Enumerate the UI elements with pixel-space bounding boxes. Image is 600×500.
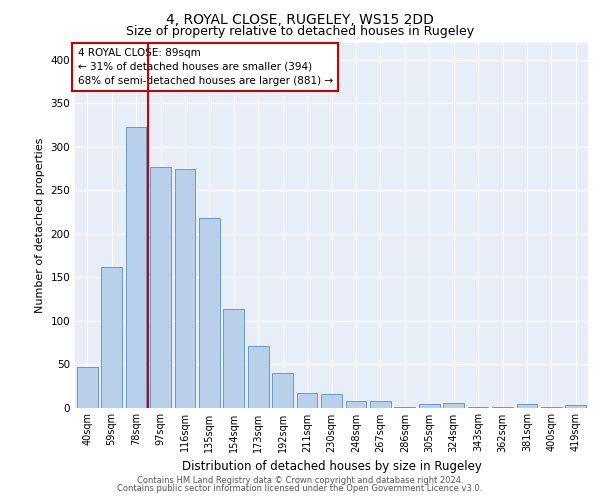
- Text: Contains HM Land Registry data © Crown copyright and database right 2024.: Contains HM Land Registry data © Crown c…: [137, 476, 463, 485]
- Bar: [394, 406, 415, 408]
- Bar: [443, 403, 464, 407]
- Bar: [150, 167, 171, 408]
- Bar: [565, 405, 586, 407]
- Bar: [223, 310, 244, 408]
- Text: 4 ROYAL CLOSE: 89sqm
← 31% of detached houses are smaller (394)
68% of semi-deta: 4 ROYAL CLOSE: 89sqm ← 31% of detached h…: [77, 48, 332, 86]
- Bar: [541, 406, 562, 408]
- Bar: [248, 346, 269, 408]
- Text: Size of property relative to detached houses in Rugeley: Size of property relative to detached ho…: [126, 25, 474, 38]
- Bar: [467, 406, 488, 408]
- Text: 4, ROYAL CLOSE, RUGELEY, WS15 2DD: 4, ROYAL CLOSE, RUGELEY, WS15 2DD: [166, 12, 434, 26]
- Bar: [370, 402, 391, 407]
- Bar: [517, 404, 538, 407]
- Bar: [101, 266, 122, 408]
- Bar: [125, 127, 146, 408]
- Y-axis label: Number of detached properties: Number of detached properties: [35, 138, 45, 312]
- Bar: [321, 394, 342, 407]
- Text: Contains public sector information licensed under the Open Government Licence v3: Contains public sector information licen…: [118, 484, 482, 493]
- Bar: [272, 372, 293, 408]
- Bar: [296, 392, 317, 407]
- Bar: [492, 406, 513, 408]
- Bar: [346, 400, 367, 407]
- Bar: [77, 366, 98, 408]
- Bar: [199, 218, 220, 408]
- Bar: [419, 404, 440, 407]
- X-axis label: Distribution of detached houses by size in Rugeley: Distribution of detached houses by size …: [182, 460, 481, 473]
- Bar: [175, 168, 196, 408]
